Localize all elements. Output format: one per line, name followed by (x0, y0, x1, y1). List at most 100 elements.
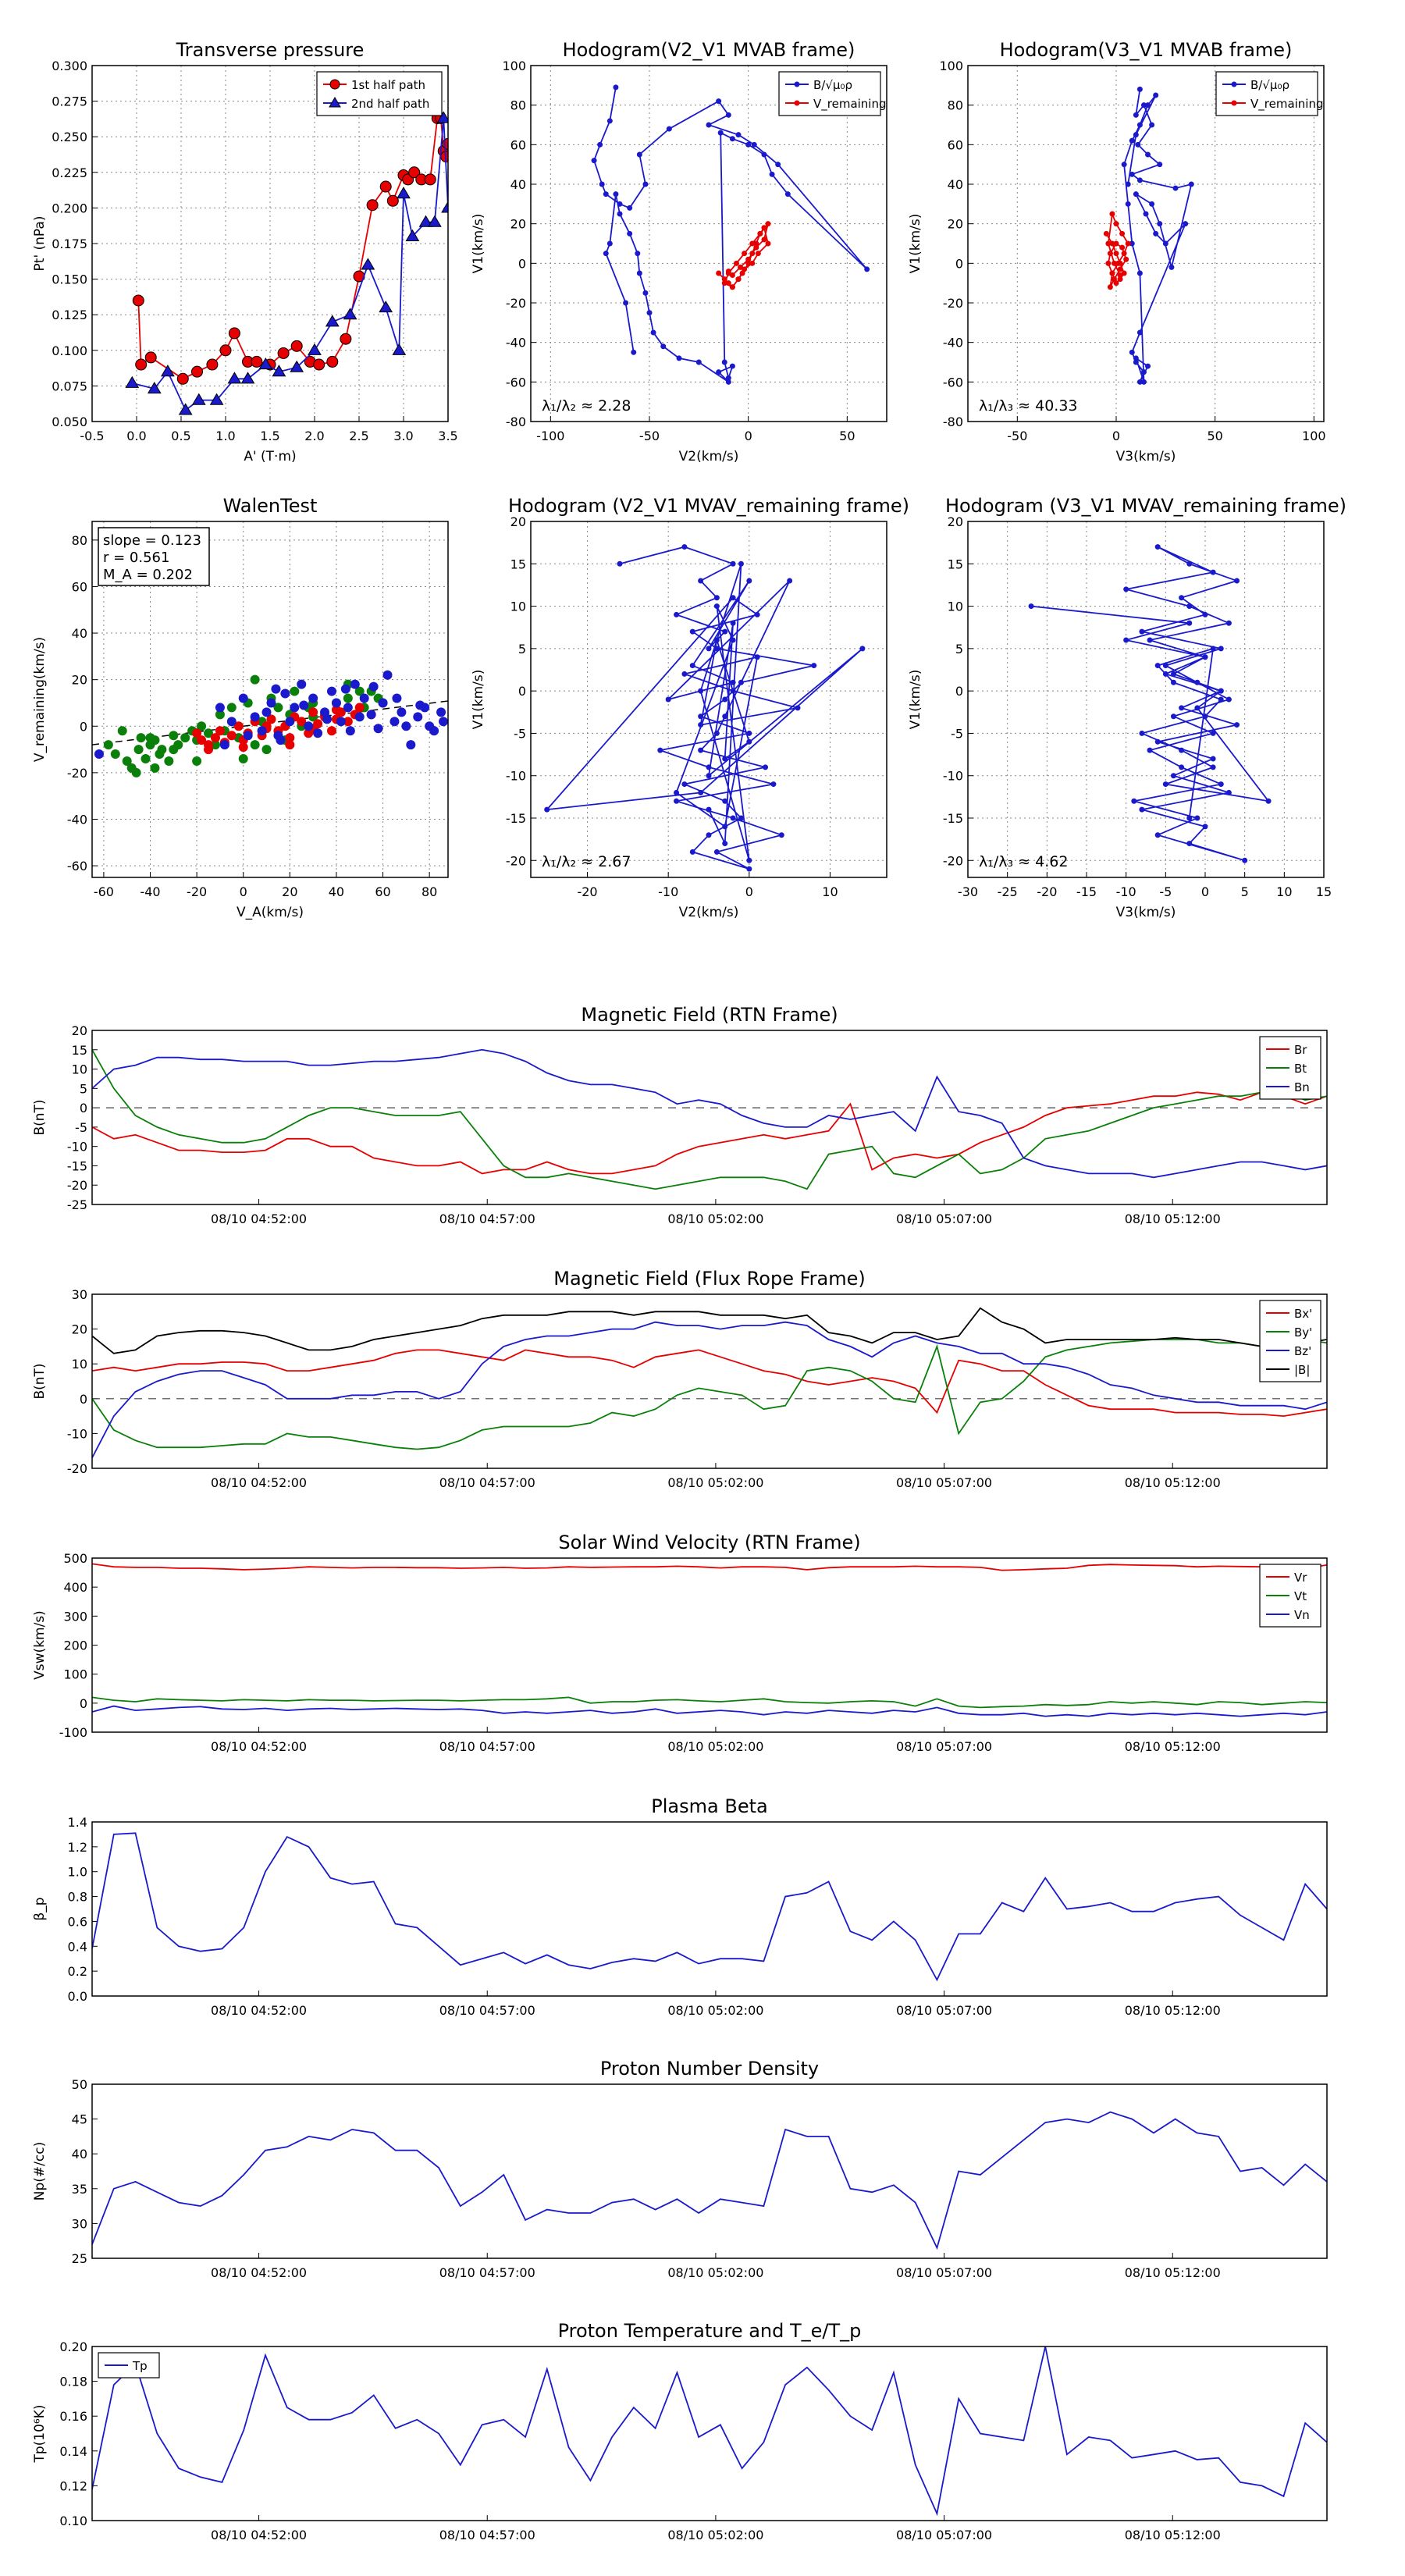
legend-label: 1st half path (351, 78, 425, 92)
data-point (392, 343, 407, 355)
data-point (392, 693, 402, 703)
data-point (1179, 747, 1185, 753)
data-point (730, 688, 736, 694)
y-tick-label: 0.225 (52, 165, 87, 180)
data-point (136, 733, 146, 743)
data-point (228, 327, 240, 340)
series-line-by- (92, 1339, 1327, 1450)
data-point (1111, 276, 1117, 283)
data-point (1183, 221, 1189, 227)
data-point (681, 544, 688, 550)
plot-frame (91, 521, 449, 878)
data-point (290, 686, 300, 696)
data-point (1145, 102, 1151, 109)
series-line-vr (92, 1563, 1327, 1571)
y-tick-label: 0.16 (59, 2409, 87, 2424)
legend-label: Br (1294, 1043, 1307, 1057)
data-point (326, 726, 336, 736)
data-point (1136, 270, 1143, 276)
eigenvalue-ratio-label: λ₁/λ₂ ≈ 2.28 (542, 397, 631, 415)
data-point (754, 611, 760, 617)
data-point (1218, 688, 1224, 694)
data-point (110, 749, 120, 760)
data-point (366, 710, 376, 720)
data-point (749, 260, 756, 266)
magnetic-field-rtn-chart: Magnetic Field (RTN Frame) -25 -20 -15 -10 -5… (32, 1004, 1328, 1226)
x-tick-label: 80 (422, 884, 437, 899)
data-point (811, 663, 817, 669)
plot-frame (530, 65, 887, 422)
x-tick-label: 08/10 05:12:00 (1125, 2528, 1221, 2542)
y-tick-label: 0.300 (52, 59, 87, 73)
y-tick-label: 0 (80, 1392, 87, 1407)
data-point (285, 733, 295, 743)
legend-marker (794, 100, 800, 106)
data-point (1202, 611, 1208, 617)
data-point (631, 349, 637, 355)
data-point (722, 713, 728, 720)
y-tick-label: 20 (72, 1023, 87, 1038)
data-point (617, 560, 623, 567)
x-tick-label: 3.5 (438, 429, 457, 443)
data-point (1154, 738, 1161, 745)
data-point (864, 266, 870, 272)
data-point (1179, 705, 1185, 711)
data-point (1145, 363, 1151, 369)
data-point (266, 698, 276, 708)
data-point (1147, 637, 1153, 643)
data-point (603, 251, 609, 257)
data-point (436, 111, 448, 123)
x-axis-label: V3(km/s) (1116, 449, 1176, 464)
data-point (1194, 705, 1200, 711)
data-point (681, 781, 688, 788)
data-point (706, 122, 712, 128)
y-tick-label: 0.18 (59, 2375, 87, 2389)
data-point (706, 646, 712, 652)
y-tick-label: 20 (510, 217, 526, 232)
data-point (695, 359, 702, 365)
data-point (379, 301, 393, 313)
y-tick-label: -15 (67, 1158, 87, 1173)
legend-label: B/√μ₀ρ (813, 78, 852, 92)
series-line-bz- (92, 1321, 1327, 1459)
x-tick-label: 08/10 04:52:00 (211, 2265, 307, 2280)
x-tick-label: 0 (745, 429, 752, 443)
x-tick-label: -15 (1076, 884, 1097, 899)
y-tick-label: 20 (510, 514, 526, 529)
data-point (250, 712, 260, 722)
plot-area (1028, 544, 1272, 863)
data-point (730, 620, 736, 626)
data-point (1210, 764, 1216, 770)
data-point (406, 740, 416, 750)
data-point (258, 358, 273, 370)
data-point (1225, 696, 1232, 703)
x-tick-label: 5 (1241, 884, 1249, 899)
data-point (343, 308, 357, 320)
data-point (681, 671, 688, 677)
data-point (145, 733, 155, 743)
x-tick-label: 0 (240, 884, 247, 899)
data-point (761, 225, 767, 231)
magnetic-field-flux-rope-chart: Magnetic Field (Flux Rope Frame) -20 -10 0 1… (32, 1268, 1328, 1490)
data-point (721, 359, 727, 365)
x-tick-label: 08/10 04:57:00 (439, 2528, 535, 2542)
y-tick-label: -5 (514, 726, 526, 741)
y-axis-label: V1(km/s) (908, 670, 923, 730)
data-point (405, 229, 420, 241)
data-point (769, 171, 775, 177)
y-tick-label: 40 (948, 177, 963, 192)
x-tick-label: 100 (1302, 429, 1326, 443)
x-tick-label: 08/10 05:12:00 (1125, 1475, 1221, 1490)
data-point (754, 654, 760, 660)
data-point (716, 270, 722, 276)
data-point (1143, 211, 1149, 217)
data-point (368, 681, 379, 692)
data-point (266, 714, 276, 724)
data-point (378, 698, 388, 708)
y-tick-label: 30 (72, 1287, 87, 1302)
x-tick-label: 2.0 (304, 429, 324, 443)
x-tick-label: 08/10 04:52:00 (211, 1212, 307, 1226)
y-axis-label: V_remaining(km/s) (32, 637, 48, 762)
y-tick-label: 35 (72, 2182, 87, 2197)
data-point (226, 703, 237, 713)
